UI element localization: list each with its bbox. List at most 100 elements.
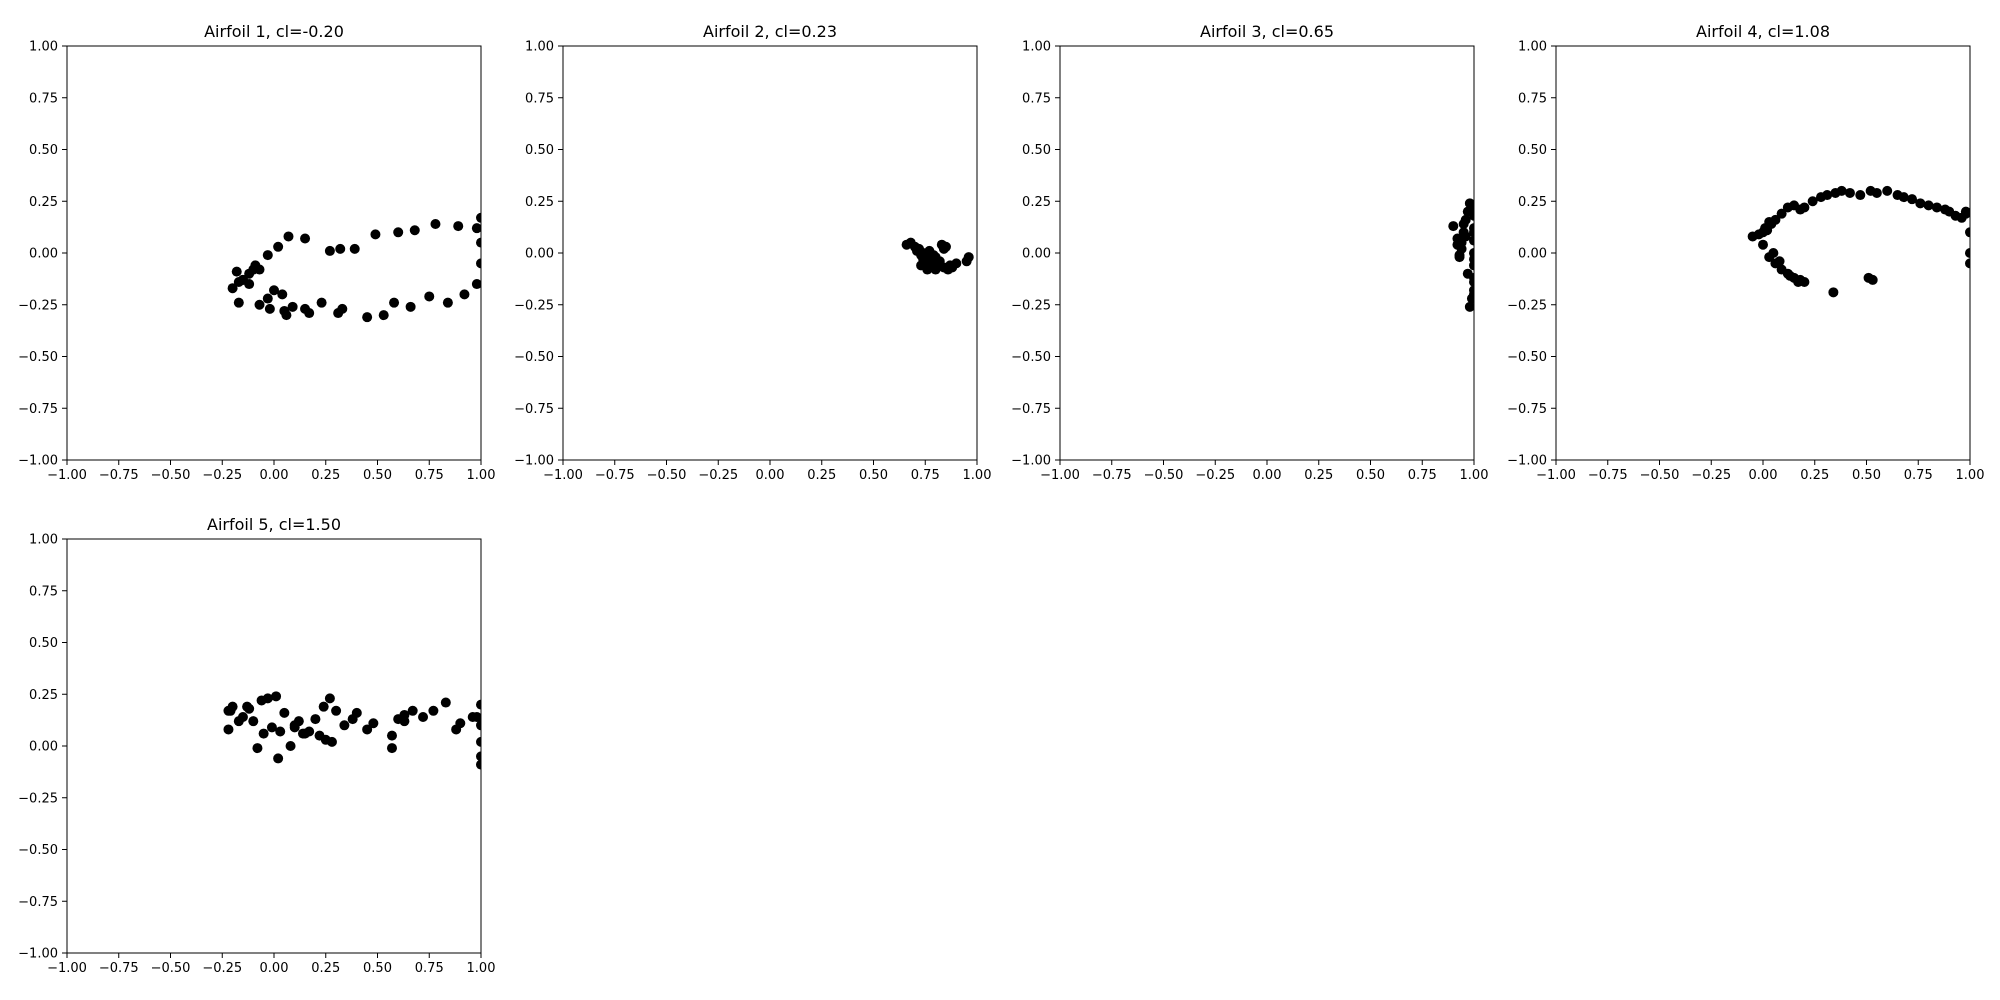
y-tick-label: −0.75	[1011, 402, 1051, 417]
scatter-point	[1965, 227, 1970, 238]
scatter-point	[920, 254, 931, 265]
scatter-point	[233, 297, 244, 308]
x-tick-label: −0.75	[595, 468, 635, 483]
scatter-point	[1965, 248, 1970, 258]
scatter-point	[258, 728, 269, 739]
scatter-point	[1452, 233, 1463, 244]
y-tick-label: 0.75	[1518, 91, 1547, 106]
scatter-point	[459, 289, 470, 300]
x-tick-label: 0.50	[859, 468, 888, 483]
scatter-point	[1464, 301, 1474, 312]
scatter-point	[1469, 210, 1474, 221]
scatter-point	[333, 308, 344, 319]
scatter-point	[1770, 214, 1781, 225]
scatter-point	[269, 285, 279, 296]
subplot-4: Airfoil 4, cl=1.08 −1.00 −0.75 −0.50 −0.25 0.…	[1507, 22, 1984, 483]
y-tick-label: 0.25	[1518, 195, 1547, 210]
x-tick-label: −0.50	[1144, 468, 1184, 483]
subplot-3: Airfoil 3, cl=0.65 −1.00 −0.75 −0.50 −0.25 0.…	[1011, 22, 1488, 483]
scatter-point	[223, 705, 234, 716]
scatter-point	[362, 312, 373, 323]
x-tick-label: −0.25	[202, 468, 242, 483]
x-tick-label: 1.00	[467, 468, 496, 483]
x-tick-label: −0.75	[99, 468, 139, 483]
scatter-point	[1448, 221, 1459, 232]
scatter-point	[256, 695, 267, 706]
scatter-point	[476, 736, 481, 747]
scatter-point	[227, 283, 238, 294]
scatter-point	[1907, 194, 1918, 205]
scatter-point	[271, 691, 282, 702]
x-tick-label: 0.25	[1800, 468, 1829, 483]
scatter-point	[310, 714, 321, 725]
y-tick-label: 0.75	[1022, 91, 1051, 106]
x-tick-label: 0.00	[260, 961, 289, 976]
scatter-point	[476, 258, 481, 269]
y-tick-label: 0.75	[29, 91, 58, 106]
scatter-point	[938, 243, 949, 254]
subplot-2: Airfoil 2, cl=0.23 −1.00 −0.75 −0.50 −0.25 0.…	[514, 22, 991, 483]
x-tick-label: −1.00	[1040, 468, 1080, 483]
x-tick-label: 1.00	[1956, 468, 1985, 483]
subplot-title: Airfoil 3, cl=0.65	[1200, 22, 1334, 41]
scatter-point	[1776, 208, 1787, 219]
scatter-point	[471, 279, 481, 290]
x-tick-label: −0.75	[1092, 468, 1132, 483]
scatter-point	[254, 299, 265, 310]
y-tick-label: −0.25	[514, 298, 554, 313]
y-tick-label: 0.50	[1022, 143, 1051, 158]
x-tick-label: −0.25	[1691, 468, 1731, 483]
scatter-point	[1768, 248, 1779, 258]
scatter-point	[424, 291, 435, 302]
scatter-point	[476, 751, 481, 762]
scatter-point	[428, 705, 439, 716]
y-tick-label: −1.00	[1011, 454, 1051, 469]
x-tick-label: 0.25	[311, 468, 340, 483]
x-tick-label: 0.25	[311, 961, 340, 976]
scatter-point	[273, 241, 284, 252]
scatter-point	[264, 303, 275, 314]
scatter-point	[262, 293, 273, 304]
x-tick-label: 0.00	[260, 468, 289, 483]
y-tick-label: 1.00	[1518, 40, 1547, 55]
y-tick-label: −0.50	[514, 350, 554, 365]
scatter-point	[1836, 185, 1847, 196]
x-tick-label: 1.00	[963, 468, 992, 483]
y-tick-label: 0.50	[1518, 143, 1547, 158]
scatter-point	[1822, 190, 1833, 201]
y-tick-label: 0.75	[525, 91, 554, 106]
subplot-title: Airfoil 4, cl=1.08	[1696, 22, 1830, 41]
x-tick-label: −0.75	[99, 961, 139, 976]
scatter-points	[1747, 185, 1970, 298]
x-tick-label: −0.50	[647, 468, 687, 483]
scatter-point	[248, 264, 259, 275]
scatter-point	[324, 693, 335, 704]
scatter-point	[1931, 202, 1942, 213]
scatter-point	[1469, 254, 1474, 265]
y-tick-label: −0.50	[18, 350, 58, 365]
scatter-point	[1844, 187, 1855, 198]
y-tick-label: −0.25	[1011, 298, 1051, 313]
y-tick-label: −1.00	[1507, 454, 1547, 469]
scatter-point	[430, 219, 441, 230]
scatter-point	[368, 718, 379, 729]
y-tick-label: 0.00	[525, 247, 554, 262]
scatter-point	[279, 305, 290, 316]
x-tick-label: 0.75	[415, 468, 444, 483]
x-tick-label: 0.25	[807, 468, 836, 483]
x-tick-label: 0.00	[756, 468, 785, 483]
scatter-point	[476, 237, 481, 248]
scatter-point	[231, 266, 242, 277]
scatter-point	[963, 252, 974, 263]
y-tick-label: 1.00	[525, 40, 554, 55]
y-tick-label: −0.25	[18, 298, 58, 313]
scatter-point	[386, 743, 397, 754]
x-tick-label: −0.25	[698, 468, 738, 483]
scatter-point	[252, 743, 263, 754]
scatter-point	[1758, 239, 1768, 250]
scatter-point	[331, 705, 342, 716]
y-tick-label: −0.25	[18, 791, 58, 806]
scatter-point	[928, 250, 939, 261]
